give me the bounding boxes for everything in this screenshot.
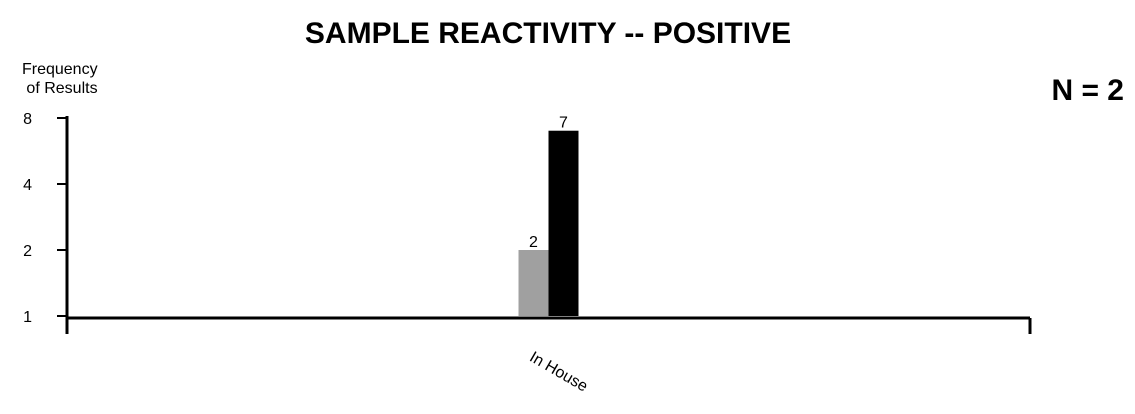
bar	[548, 130, 579, 316]
y-axis-label-line-2: of Results	[26, 80, 97, 97]
chart-title: SAMPLE REACTIVITY -- POSITIVE	[305, 17, 791, 50]
bars: 27	[518, 115, 579, 316]
category-labels: In House	[527, 349, 591, 396]
y-tick-label: 4	[23, 177, 32, 194]
y-tick-label: 1	[23, 309, 32, 326]
y-tick-label: 8	[23, 111, 32, 128]
y-tick-label: 2	[23, 243, 32, 260]
y-axis-label: Frequency of Results	[22, 61, 102, 97]
category-label: In House	[527, 349, 591, 396]
y-axis-label-line-1: Frequency	[22, 61, 98, 78]
bar-value-label: 7	[559, 115, 568, 132]
y-axis-ticks: 1 2 4 8	[23, 111, 67, 326]
axes	[65, 116, 1032, 334]
bar-value-label: 2	[529, 234, 538, 251]
bar	[518, 250, 549, 316]
sample-count-label: N = 2	[1051, 74, 1124, 107]
